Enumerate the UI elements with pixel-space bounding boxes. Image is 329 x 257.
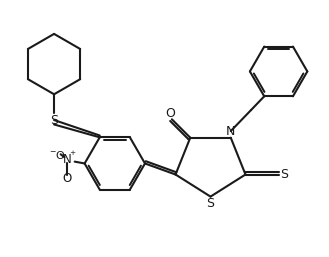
Text: O: O <box>165 107 175 120</box>
Text: $^{+}$: $^{+}$ <box>69 150 76 160</box>
Text: N: N <box>226 125 236 137</box>
Text: S: S <box>207 197 215 210</box>
Text: S: S <box>280 168 288 181</box>
Text: O: O <box>62 172 72 186</box>
Text: N: N <box>63 153 71 166</box>
Text: $^{-}$O: $^{-}$O <box>49 149 66 161</box>
Text: S: S <box>50 114 58 126</box>
